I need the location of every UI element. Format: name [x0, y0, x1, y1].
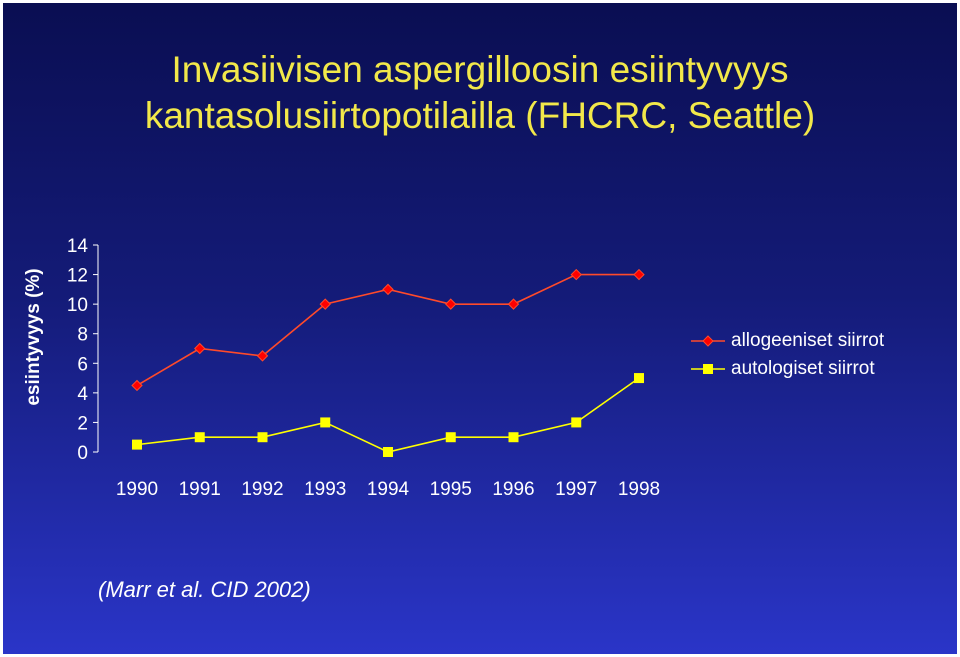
data-point-autologiset	[634, 373, 644, 384]
data-point-allogeeniset	[194, 342, 206, 355]
slide-title: Invasiivisen aspergilloosin esiintyvyys …	[3, 47, 957, 139]
data-point-autologiset	[320, 417, 331, 428]
series-line-autologiset	[136, 377, 640, 453]
data-point-allogeeniset	[570, 268, 582, 281]
data-point-allogeeniset	[445, 298, 457, 310]
x-tick-label: 1993	[304, 479, 346, 500]
line-chart: 0 2 4 6 8 10 12 14 1990 1991 1992 1993 1994 1995 1996 1…	[67, 236, 660, 500]
x-tick-label: 1992	[241, 479, 283, 500]
data-point-autologiset	[571, 417, 582, 428]
y-tick-label: 8	[77, 325, 88, 346]
legend-item-allogeeniset: allogeeniset siirrot	[691, 327, 884, 355]
slide: Invasiivisen aspergilloosin esiintyvyys …	[3, 3, 957, 654]
title-line-2: kantasolusiirtopotilailla (FHCRC, Seattl…	[144, 95, 816, 136]
y-tick-label: 12	[67, 266, 88, 287]
x-tick-label: 1996	[492, 479, 534, 500]
y-tick-label: 6	[77, 354, 88, 375]
data-point-autologiset	[257, 432, 268, 443]
data-point-allogeeniset	[507, 298, 520, 310]
legend-item-autologiset: autologiset siirrot	[691, 355, 884, 383]
y-tick-label: 2	[77, 413, 88, 434]
data-point-allogeeniset	[633, 268, 645, 281]
legend-label-autologiset: autologiset siirrot	[731, 358, 875, 379]
x-tick-label: 1994	[367, 479, 410, 500]
data-point-allogeeniset	[256, 350, 269, 362]
square-marker-icon	[691, 364, 725, 374]
title-line-1: Invasiivisen aspergilloosin esiintyvyys	[171, 49, 789, 90]
data-point-autologiset	[383, 447, 393, 457]
data-point-autologiset	[445, 432, 456, 443]
x-tick-label: 1997	[555, 479, 597, 500]
y-tick-label: 10	[67, 295, 88, 316]
y-tick-label: 4	[77, 384, 88, 405]
x-tick-label: 1995	[430, 479, 472, 500]
x-tick-label: 1998	[618, 479, 660, 500]
data-point-autologiset	[194, 432, 205, 443]
source-citation: (Marr et al. CID 2002)	[98, 577, 311, 602]
chart-legend: allogeeniset siirrot autologiset siirrot	[691, 327, 884, 383]
diamond-marker-icon	[691, 335, 725, 347]
data-point-allogeeniset	[319, 298, 331, 310]
x-tick-label: 1990	[116, 479, 158, 500]
data-point-allogeeniset	[382, 283, 394, 296]
data-point-allogeeniset	[131, 379, 143, 392]
data-point-autologiset	[132, 439, 142, 450]
data-point-autologiset	[508, 432, 519, 443]
y-tick-label: 14	[67, 236, 89, 257]
x-tick-label: 1991	[179, 479, 221, 500]
y-tick-label: 0	[77, 443, 88, 464]
legend-label-allogeeniset: allogeeniset siirrot	[731, 330, 885, 351]
